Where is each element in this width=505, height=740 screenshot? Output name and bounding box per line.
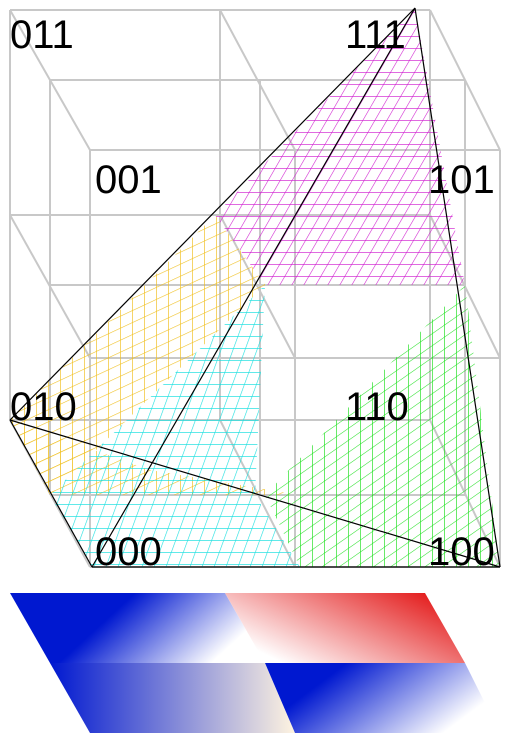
faces — [10, 8, 500, 567]
vertex-label: 011 — [10, 13, 74, 57]
map-cell — [10, 593, 265, 663]
face-yellow — [10, 215, 265, 495]
vertex-label: 111 — [345, 13, 406, 57]
face-cyan — [50, 285, 300, 567]
face-magenta — [215, 8, 465, 285]
map-cell — [225, 593, 465, 663]
face-green — [265, 285, 500, 567]
tetra-edges — [9, 7, 501, 568]
map-cell — [50, 663, 295, 733]
vertex-label: 010 — [10, 385, 77, 429]
vertex-label: 000 — [95, 530, 162, 574]
vertex-label: 110 — [345, 385, 409, 429]
vertex-label: 001 — [95, 158, 162, 202]
color-map — [10, 593, 500, 733]
vertex-label: 100 — [428, 530, 495, 574]
map-cell — [265, 663, 500, 733]
vertex-label: 101 — [428, 158, 495, 202]
